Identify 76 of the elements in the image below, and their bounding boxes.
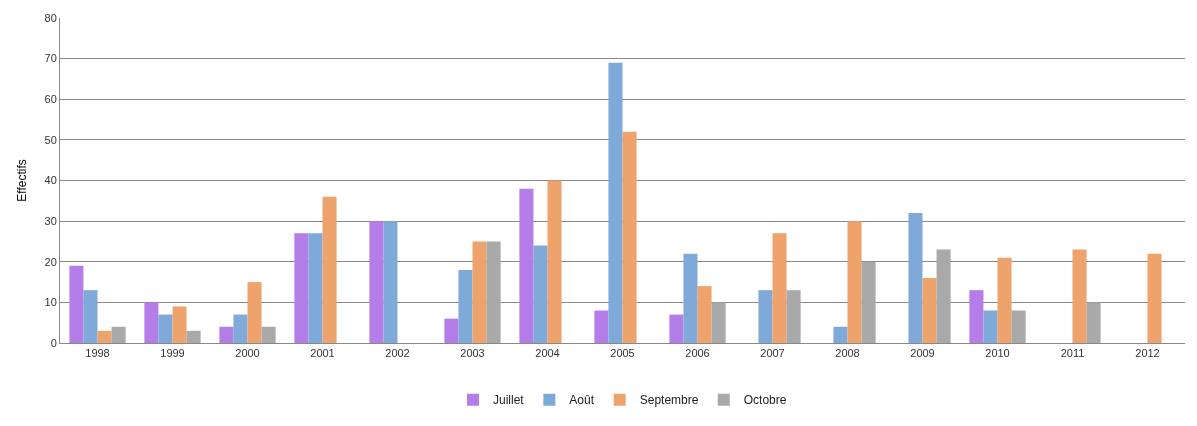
bar (233, 314, 248, 343)
bar (697, 286, 712, 343)
bar (533, 245, 548, 343)
bar (772, 233, 787, 343)
bar (1086, 302, 1101, 343)
bar (472, 241, 487, 343)
bar (1147, 253, 1162, 343)
bar (172, 306, 187, 343)
bar (97, 330, 112, 343)
x-tick-label: 2009 (910, 347, 935, 360)
bar (383, 221, 398, 343)
bar (936, 249, 951, 343)
bar (111, 326, 126, 343)
x-tick-label: 2002 (385, 347, 410, 360)
y-tick-label: 60 (44, 93, 57, 106)
y-tick-label: 50 (44, 133, 57, 146)
x-tick-label: 2010 (985, 347, 1010, 360)
bar (294, 233, 309, 343)
x-tick-label: 2011 (1060, 347, 1085, 360)
bar (608, 62, 623, 343)
bar (83, 290, 98, 343)
bar (997, 257, 1012, 343)
x-tick-label: 2008 (835, 347, 860, 360)
x-tick-label: 1999 (160, 347, 185, 360)
bar (983, 310, 998, 343)
bar (833, 326, 848, 343)
bar (758, 290, 773, 343)
x-tick-label: 2000 (235, 347, 260, 360)
x-tick-label: 2012 (1135, 347, 1160, 360)
bar (786, 290, 801, 343)
x-tick-label: 2003 (460, 347, 485, 360)
bar (519, 188, 534, 343)
x-tick-label: 2001 (310, 347, 335, 360)
bar (1072, 249, 1087, 343)
bar (622, 131, 637, 343)
bar (247, 282, 262, 343)
y-tick-label: 70 (44, 52, 57, 65)
bar (369, 221, 384, 343)
bar (594, 310, 609, 343)
bar (669, 314, 684, 343)
y-tick-label: 30 (44, 214, 57, 227)
bar (219, 326, 234, 343)
bar (922, 278, 937, 343)
y-axis-title: Effectifs (14, 159, 29, 202)
x-tick-label: 2005 (610, 347, 635, 360)
legend-label: Septembre (639, 393, 699, 408)
bar (144, 302, 159, 343)
legend-label: Août (569, 393, 595, 408)
legend-label: Juillet (493, 393, 525, 408)
bar (308, 233, 323, 343)
x-tick-label: 1998 (85, 347, 110, 360)
bar (861, 261, 876, 343)
legend-label: Octobre (743, 393, 787, 408)
bar (908, 213, 923, 343)
x-tick-label: 2006 (685, 347, 710, 360)
bar (186, 330, 201, 343)
bar (69, 265, 84, 343)
y-tick-label: 20 (44, 255, 57, 268)
x-tick-label: 2004 (535, 347, 560, 360)
y-tick-label: 10 (44, 296, 57, 309)
bar (261, 326, 276, 343)
y-tick-label: 80 (44, 11, 57, 24)
y-tick-label: 0 (50, 336, 57, 349)
bar (158, 314, 173, 343)
bar (458, 269, 473, 343)
bar (322, 196, 337, 343)
bar (683, 253, 698, 343)
bar (486, 241, 501, 343)
bar (1011, 310, 1026, 343)
bar (969, 290, 984, 343)
bar (444, 318, 459, 343)
bar (547, 180, 562, 343)
bar (847, 221, 862, 343)
y-tick-label: 40 (44, 174, 57, 187)
bar (711, 302, 726, 343)
x-tick-label: 2007 (760, 347, 785, 360)
